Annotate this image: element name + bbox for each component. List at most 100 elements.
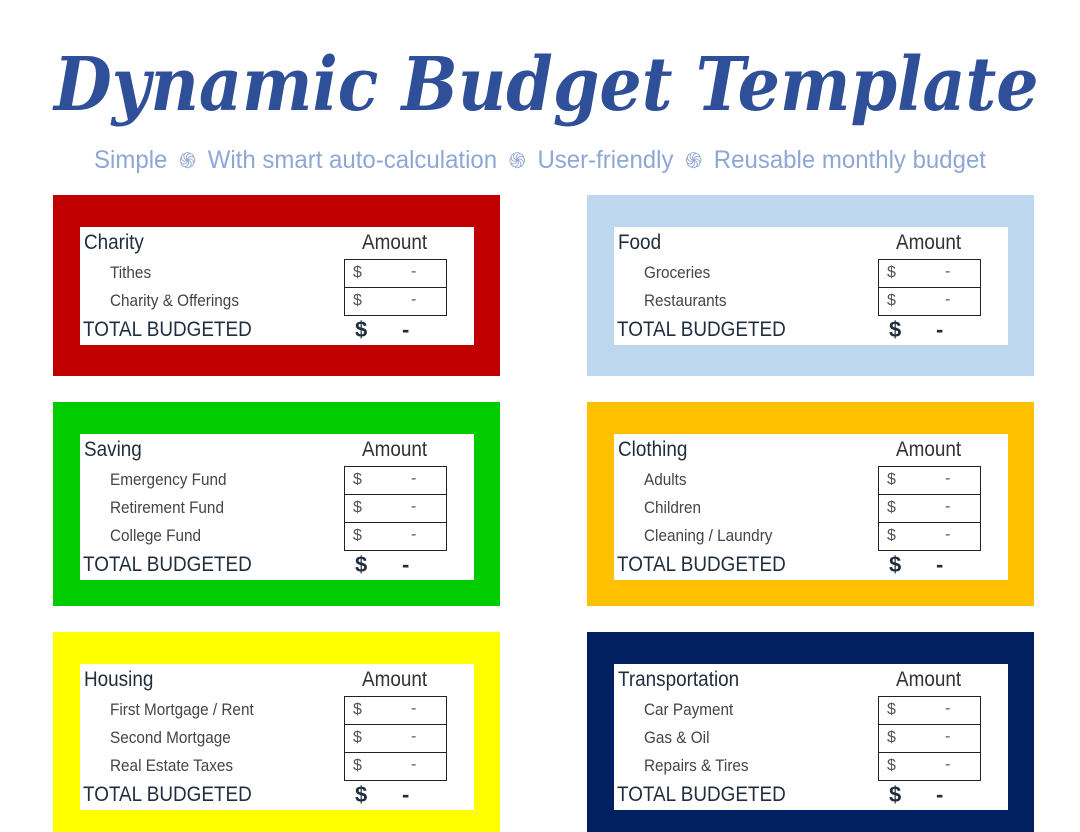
total-row: TOTAL BUDGETED $ - — [80, 780, 474, 810]
amount-value: - — [945, 700, 951, 717]
total-value: - — [402, 782, 410, 807]
total-label: TOTAL BUDGETED — [83, 553, 252, 576]
amount-value: - — [945, 498, 951, 515]
amount-input[interactable]: $ - — [878, 696, 981, 724]
budget-row: Second Mortgage $ - — [80, 724, 474, 752]
swirl-icon: ֍ — [178, 148, 197, 173]
budget-row: Groceries $ - — [614, 259, 1008, 287]
budget-row: Adults $ - — [614, 466, 1008, 494]
total-value: - — [936, 782, 944, 807]
currency-symbol: $ — [887, 264, 896, 281]
budget-row: Cleaning / Laundry $ - — [614, 522, 1008, 551]
amount-input[interactable]: $ - — [878, 752, 981, 781]
budget-row: Restaurants $ - — [614, 287, 1008, 316]
amount-input[interactable]: $ - — [344, 724, 447, 752]
currency-symbol: $ — [887, 729, 896, 746]
category-title: Transportation — [618, 668, 740, 691]
amount-input[interactable]: $ - — [878, 724, 981, 752]
total-row: TOTAL BUDGETED $ - — [614, 550, 1008, 580]
total-currency: $ — [355, 782, 368, 807]
budget-table: Clothing Amount Adults $ - Children $ - Cl… — [614, 434, 1008, 580]
item-label: Gas & Oil — [644, 728, 710, 747]
budget-row: College Fund $ - — [80, 522, 474, 551]
amount-value: - — [945, 728, 951, 745]
amount-input[interactable]: $ - — [344, 494, 447, 522]
total-currency: $ — [355, 552, 368, 577]
category-title: Saving — [84, 438, 142, 461]
amount-input[interactable]: $ - — [878, 259, 981, 287]
currency-symbol: $ — [887, 292, 896, 309]
currency-symbol: $ — [353, 499, 362, 516]
budget-card-saving: Saving Amount Emergency Fund $ - Retireme… — [53, 402, 500, 606]
category-title: Clothing — [618, 438, 688, 461]
currency-symbol: $ — [353, 292, 362, 309]
subtitle: Simple ֍ With smart auto-calculation ֍ User-… — [22, 144, 1059, 176]
subtitle-item: User-friendly — [537, 146, 674, 174]
amount-value: - — [411, 263, 417, 280]
amount-header: Amount — [362, 231, 428, 254]
budget-row: Car Payment $ - — [614, 696, 1008, 724]
amount-input[interactable]: $ - — [344, 466, 447, 494]
category-title: Food — [618, 231, 662, 254]
amount-value: - — [945, 526, 951, 543]
currency-symbol: $ — [887, 527, 896, 544]
amount-input[interactable]: $ - — [878, 287, 981, 316]
budget-table: Saving Amount Emergency Fund $ - Retireme… — [80, 434, 474, 580]
currency-symbol: $ — [353, 757, 362, 774]
budget-card-housing: Housing Amount First Mortgage / Rent $ - … — [53, 632, 500, 832]
total-label: TOTAL BUDGETED — [83, 318, 252, 341]
currency-symbol: $ — [887, 701, 896, 718]
budget-row: Repairs & Tires $ - — [614, 752, 1008, 781]
category-title: Charity — [84, 231, 144, 254]
amount-header: Amount — [896, 438, 962, 461]
amount-input[interactable]: $ - — [878, 522, 981, 551]
budget-card-food: Food Amount Groceries $ - Restaurants $ - T… — [587, 195, 1034, 376]
budget-table: Food Amount Groceries $ - Restaurants $ - T… — [614, 227, 1008, 345]
amount-value: - — [411, 728, 417, 745]
budget-card-transportation: Transportation Amount Car Payment $ - Gas… — [587, 632, 1034, 832]
amount-input[interactable]: $ - — [344, 752, 447, 781]
subtitle-item: Simple — [94, 146, 168, 174]
currency-symbol: $ — [353, 264, 362, 281]
total-currency: $ — [889, 317, 902, 342]
currency-symbol: $ — [887, 499, 896, 516]
total-currency: $ — [889, 552, 902, 577]
currency-symbol: $ — [887, 757, 896, 774]
budget-table: Housing Amount First Mortgage / Rent $ - … — [80, 664, 474, 810]
total-row: TOTAL BUDGETED $ - — [614, 780, 1008, 810]
amount-input[interactable]: $ - — [878, 494, 981, 522]
total-currency: $ — [889, 782, 902, 807]
budget-card-clothing: Clothing Amount Adults $ - Children $ - Cl… — [587, 402, 1034, 606]
category-title: Housing — [84, 668, 154, 691]
swirl-icon: ֍ — [508, 148, 526, 173]
total-row: TOTAL BUDGETED $ - — [80, 550, 474, 580]
item-label: Tithes — [110, 263, 152, 282]
budget-row: First Mortgage / Rent $ - — [80, 696, 474, 724]
amount-header: Amount — [362, 438, 428, 461]
amount-input[interactable]: $ - — [344, 522, 447, 551]
item-label: Car Payment — [644, 700, 734, 719]
amount-input[interactable]: $ - — [344, 696, 447, 724]
amount-input[interactable]: $ - — [878, 466, 981, 494]
item-label: Real Estate Taxes — [110, 756, 234, 775]
item-label: First Mortgage / Rent — [110, 700, 254, 719]
total-value: - — [936, 317, 944, 342]
budget-card-charity: Charity Amount Tithes $ - Charity & Offer… — [53, 195, 500, 376]
amount-value: - — [945, 291, 951, 308]
item-label: Groceries — [644, 263, 711, 282]
page-title: Dynamic Budget Template — [54, 42, 1039, 128]
budget-table: Charity Amount Tithes $ - Charity & Offer… — [80, 227, 474, 345]
currency-symbol: $ — [353, 701, 362, 718]
currency-symbol: $ — [353, 471, 362, 488]
item-label: Adults — [644, 470, 687, 489]
budget-row: Gas & Oil $ - — [614, 724, 1008, 752]
currency-symbol: $ — [353, 527, 362, 544]
swirl-icon: ֍ — [685, 148, 703, 173]
amount-value: - — [411, 291, 417, 308]
total-row: TOTAL BUDGETED $ - — [80, 315, 474, 345]
currency-symbol: $ — [353, 729, 362, 746]
amount-input[interactable]: $ - — [344, 259, 447, 287]
amount-input[interactable]: $ - — [344, 287, 447, 316]
amount-header: Amount — [896, 231, 962, 254]
amount-value: - — [945, 756, 951, 773]
